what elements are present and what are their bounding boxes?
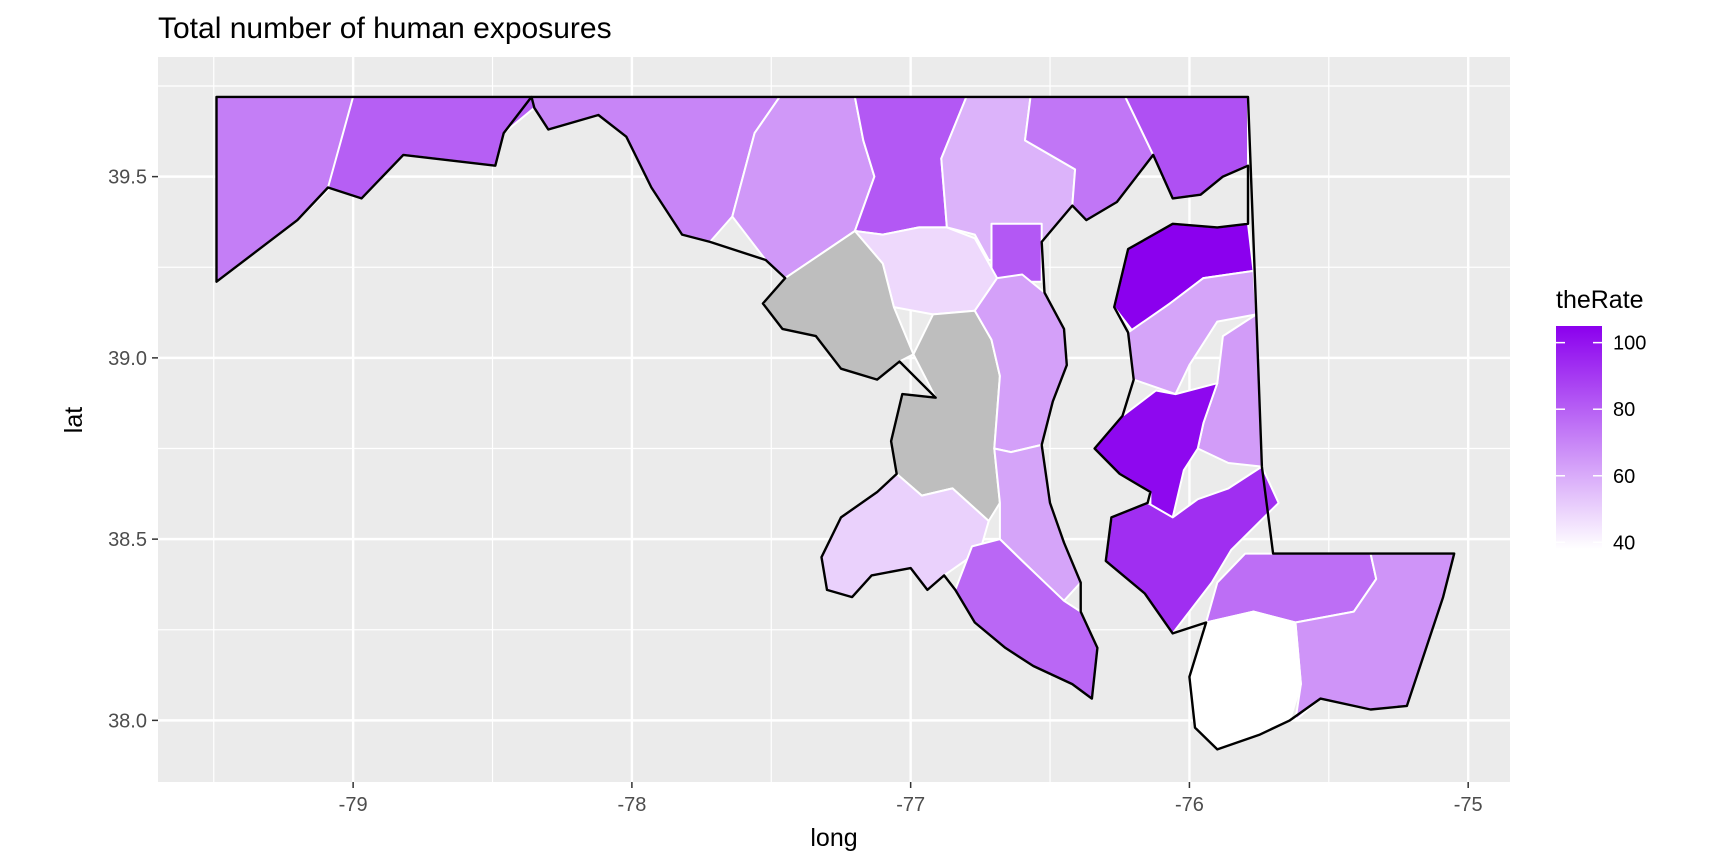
- y-tick-label-1: 38.5: [108, 529, 147, 551]
- region-queen-anne-s: [1127, 269, 1258, 396]
- state-outline: [215, 95, 1456, 751]
- x-tick-label-3: -76: [1175, 794, 1204, 816]
- x-tick-label-0: -79: [339, 794, 368, 816]
- x-tick-label-4: -75: [1454, 794, 1483, 816]
- legend-label-0: 40: [1613, 532, 1635, 554]
- legend-colorbar: [1556, 326, 1602, 549]
- y-tick-label-0: 38.0: [108, 710, 147, 732]
- y-tick-label-3: 39.5: [108, 167, 147, 189]
- legend: theRate 40 60 80 100: [1556, 286, 1646, 554]
- legend-label-2: 80: [1613, 399, 1635, 421]
- x-axis-title: long: [810, 824, 857, 852]
- x-tick-label-1: -78: [617, 794, 646, 816]
- legend-title: theRate: [1556, 286, 1644, 314]
- region-baltimore-city: [990, 222, 1043, 283]
- y-axis-title: lat: [60, 407, 88, 433]
- x-tick-label-2: -77: [896, 794, 925, 816]
- x-axis-ticks: -79 -78 -77 -76 -75: [339, 782, 1483, 816]
- y-axis-ticks: 38.0 38.5 39.0 39.5: [108, 167, 158, 732]
- y-tick-label-2: 39.0: [108, 348, 147, 370]
- legend-ticks: 40 60 80 100: [1556, 333, 1646, 554]
- chart-title: Total number of human exposures: [158, 12, 612, 45]
- region-calvert: [993, 443, 1082, 602]
- legend-label-1: 60: [1613, 466, 1635, 488]
- legend-label-3: 100: [1613, 333, 1646, 355]
